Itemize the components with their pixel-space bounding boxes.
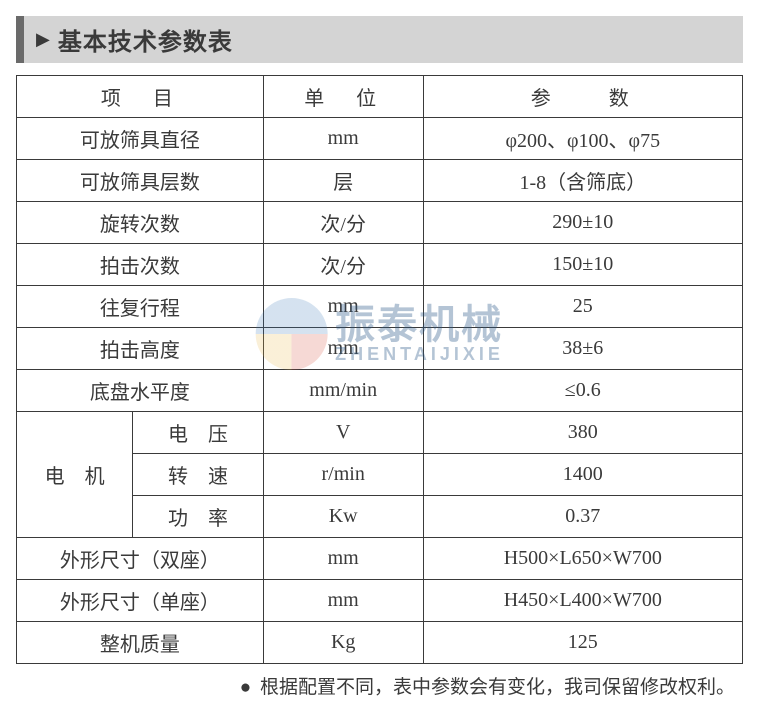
cell-param: 25	[423, 286, 742, 328]
title-text: 基本技术参数表	[58, 22, 233, 57]
cell-unit: mm	[263, 286, 423, 328]
cell-unit: V	[263, 412, 423, 454]
spec-table: 项 目 单 位 参 数 可放筛具直径 mm φ200、φ100、φ75 可放筛具…	[16, 75, 743, 664]
cell-item: 可放筛具层数	[17, 160, 264, 202]
cell-param: 290±10	[423, 202, 742, 244]
table-row: 外形尺寸（单座） mm H450×L400×W700	[17, 580, 743, 622]
table-row: 整机质量 Kg 125	[17, 622, 743, 664]
table-wrapper: 振泰机械 ZHENTAIJIXIE 项 目 单 位 参 数 可放筛具直径 mm …	[16, 75, 743, 664]
title-bar: ▶ 基本技术参数表	[16, 16, 743, 63]
cell-unit: mm	[263, 580, 423, 622]
col-header-unit: 单 位	[263, 76, 423, 118]
cell-unit: 次/分	[263, 202, 423, 244]
cell-unit: mm	[263, 118, 423, 160]
cell-motor-sub: 电 压	[133, 412, 264, 454]
title-marker: ▶	[36, 29, 50, 50]
cell-item: 拍击高度	[17, 328, 264, 370]
cell-item: 往复行程	[17, 286, 264, 328]
table-row: 可放筛具层数 层 1-8（含筛底）	[17, 160, 743, 202]
cell-item: 整机质量	[17, 622, 264, 664]
cell-item: 底盘水平度	[17, 370, 264, 412]
cell-unit: r/min	[263, 454, 423, 496]
table-row: 拍击次数 次/分 150±10	[17, 244, 743, 286]
table-header-row: 项 目 单 位 参 数	[17, 76, 743, 118]
cell-unit: 层	[263, 160, 423, 202]
footnote-bullet: ●	[240, 677, 251, 698]
table-row: 外形尺寸（双座） mm H500×L650×W700	[17, 538, 743, 580]
cell-unit: mm/min	[263, 370, 423, 412]
cell-param: ≤0.6	[423, 370, 742, 412]
cell-motor-sub: 转 速	[133, 454, 264, 496]
cell-param: 380	[423, 412, 742, 454]
table-row: 旋转次数 次/分 290±10	[17, 202, 743, 244]
table-row: 可放筛具直径 mm φ200、φ100、φ75	[17, 118, 743, 160]
cell-motor-sub: 功 率	[133, 496, 264, 538]
cell-item: 旋转次数	[17, 202, 264, 244]
cell-param: φ200、φ100、φ75	[423, 118, 742, 160]
table-row: 往复行程 mm 25	[17, 286, 743, 328]
cell-param: 150±10	[423, 244, 742, 286]
table-row: 电 机 电 压 V 380	[17, 412, 743, 454]
col-header-param: 参 数	[423, 76, 742, 118]
cell-param: 0.37	[423, 496, 742, 538]
cell-unit: Kw	[263, 496, 423, 538]
cell-item: 可放筛具直径	[17, 118, 264, 160]
cell-param: 125	[423, 622, 742, 664]
cell-motor-label: 电 机	[17, 412, 133, 538]
cell-item: 外形尺寸（双座）	[17, 538, 264, 580]
cell-unit: 次/分	[263, 244, 423, 286]
cell-param: H500×L650×W700	[423, 538, 742, 580]
col-header-item: 项 目	[17, 76, 264, 118]
cell-unit: Kg	[263, 622, 423, 664]
cell-param: 1-8（含筛底）	[423, 160, 742, 202]
cell-param: 38±6	[423, 328, 742, 370]
cell-param: H450×L400×W700	[423, 580, 742, 622]
table-row: 底盘水平度 mm/min ≤0.6	[17, 370, 743, 412]
cell-unit: mm	[263, 328, 423, 370]
table-row: 拍击高度 mm 38±6	[17, 328, 743, 370]
cell-item: 拍击次数	[17, 244, 264, 286]
footnote: ● 根据配置不同，表中参数会有变化，我司保留修改权利。	[16, 664, 743, 699]
cell-param: 1400	[423, 454, 742, 496]
cell-item: 外形尺寸（单座）	[17, 580, 264, 622]
cell-unit: mm	[263, 538, 423, 580]
footnote-text: 根据配置不同，表中参数会有变化，我司保留修改权利。	[260, 677, 735, 698]
